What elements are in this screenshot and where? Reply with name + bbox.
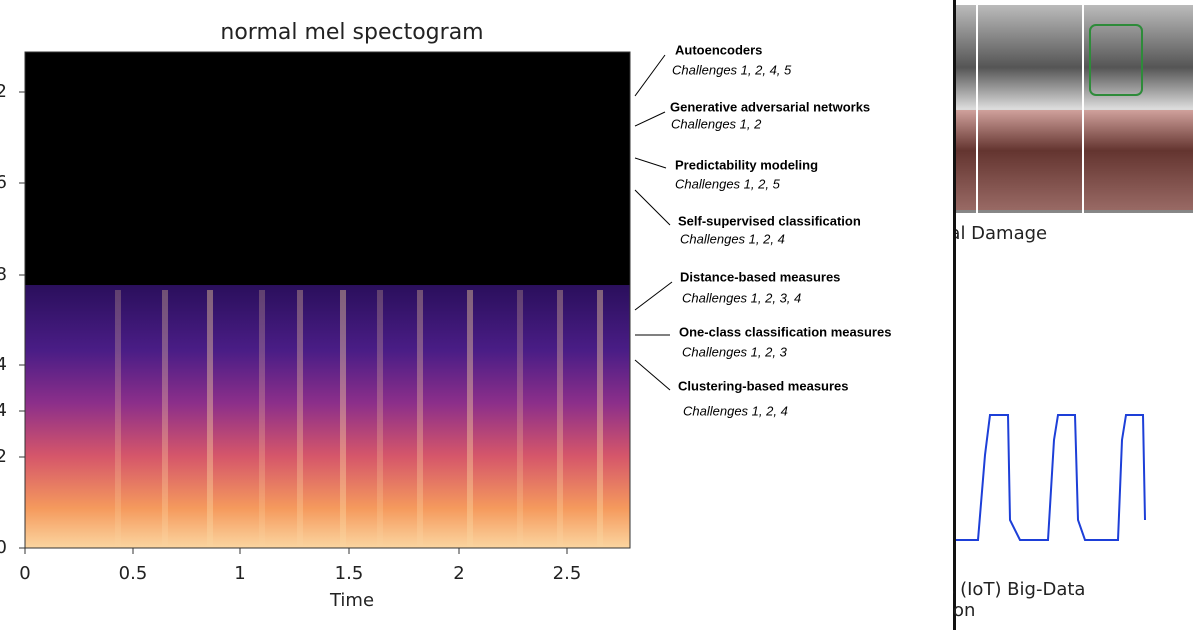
- x-tick-label: 2: [453, 563, 464, 584]
- method-name: One-class classification measures: [679, 324, 891, 339]
- method-name: Clustering-based measures: [678, 378, 849, 393]
- caption-bottom-1: s (IoT) Big-Data: [945, 579, 1085, 600]
- stripe: [377, 290, 383, 548]
- y-tick-label: 4: [0, 400, 7, 421]
- signal-trace: [953, 414, 1146, 541]
- stripe: [115, 290, 121, 548]
- overlay: [953, 110, 1193, 210]
- x-tick-label: 2.5: [553, 563, 582, 584]
- y-tick-label: 6: [0, 172, 7, 193]
- stripe: [162, 290, 168, 548]
- x-tick-label: 0: [19, 563, 30, 584]
- y-tick-label: 8: [0, 264, 7, 285]
- stripe: [417, 290, 423, 548]
- caption-top: nal Damage: [938, 223, 1047, 244]
- stripe: [597, 290, 603, 548]
- y-tick-label: 2: [0, 446, 7, 467]
- spectral-stripes: [115, 290, 603, 548]
- method-challenges: Challenges 1, 2, 5: [675, 176, 781, 191]
- method-name: Generative adversarial networks: [670, 99, 870, 114]
- stripe: [557, 290, 563, 548]
- stripe: [259, 290, 265, 548]
- stripe: [467, 290, 473, 548]
- x-tick-label: 0.5: [119, 563, 148, 584]
- method-challenges: Challenges 1, 2, 3, 4: [682, 290, 801, 305]
- x-tick-label: 1.5: [335, 563, 364, 584]
- connector: [634, 281, 673, 311]
- method-challenges: Challenges 1, 2: [671, 116, 762, 131]
- spectrogram-panel: normal mel spectogram Time: [24, 20, 631, 611]
- method-name: Self-supervised classification: [678, 213, 861, 228]
- connector: [634, 359, 671, 391]
- spectrogram-image: [25, 285, 630, 548]
- stripe: [340, 290, 346, 548]
- x-axis-label: Time: [329, 590, 374, 611]
- stripe: [207, 290, 213, 548]
- y-tick-label: 4: [0, 354, 7, 375]
- connector: [634, 157, 667, 169]
- method-challenges: Challenges 1, 2, 4: [683, 403, 788, 418]
- method-challenges: Challenges 1, 2, 4: [680, 231, 785, 246]
- panel-edge: [953, 0, 956, 630]
- spectrogram-title: normal mel spectogram: [220, 20, 483, 45]
- plot-frame: [24, 51, 631, 549]
- method-name: Autoencoders: [675, 42, 762, 57]
- connector: [634, 111, 666, 127]
- oct-image: [953, 5, 1193, 213]
- method-challenges: Challenges 1, 2, 3: [682, 344, 788, 359]
- connector: [634, 189, 671, 226]
- connector: [634, 54, 666, 97]
- caption-bottom-2: on: [953, 600, 975, 621]
- x-tick-label: 1: [234, 563, 245, 584]
- stripe: [517, 290, 523, 548]
- y-tick-label: 0: [0, 537, 7, 558]
- method-name: Predictability modeling: [675, 157, 818, 172]
- method-list: Autoencoders Challenges 1, 2, 4, 5 Generat…: [634, 42, 891, 418]
- method-challenges: Challenges 1, 2, 4, 5: [672, 62, 792, 77]
- stripe: [297, 290, 303, 548]
- y-tick-label: 2: [0, 81, 7, 102]
- highlight-box: [1089, 24, 1143, 96]
- method-name: Distance-based measures: [680, 269, 840, 284]
- side-panel: nal Damage s (IoT) Big-Data on: [938, 0, 1193, 630]
